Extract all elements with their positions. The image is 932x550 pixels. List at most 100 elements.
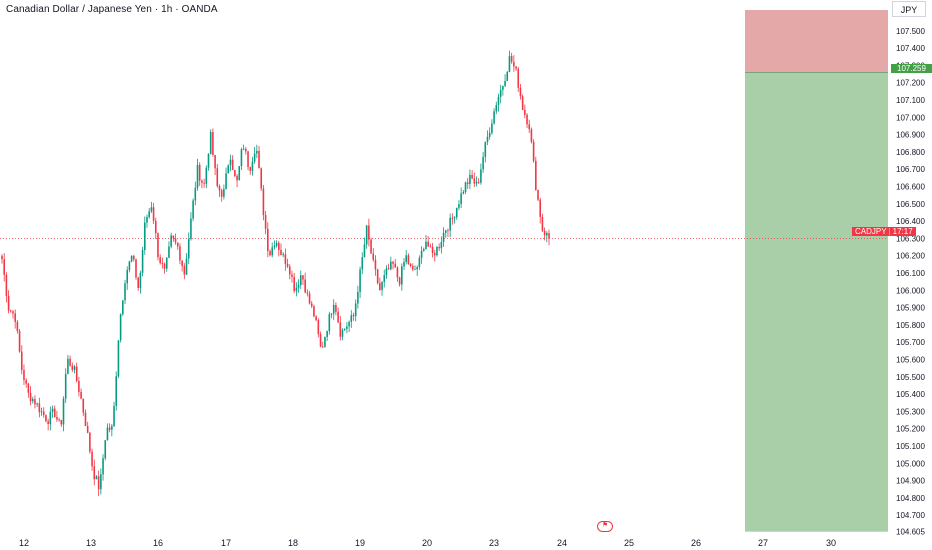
candle-body xyxy=(491,123,493,134)
price-tick-label: 107.100 xyxy=(896,96,925,105)
candle-body xyxy=(174,238,177,243)
countdown-label: 17:17 xyxy=(892,227,913,236)
time-tick-label: 18 xyxy=(288,538,298,548)
candle-body xyxy=(262,188,265,215)
candle-body xyxy=(251,161,254,171)
price-tick-label: 104.605 xyxy=(896,528,925,537)
candle-body xyxy=(543,230,546,236)
candle-body xyxy=(532,141,535,161)
candle-body xyxy=(286,263,289,267)
candle-body xyxy=(124,283,126,301)
candle-body xyxy=(293,276,295,292)
candle-body xyxy=(324,336,326,347)
candle-body xyxy=(143,222,146,251)
candle-body xyxy=(488,133,491,137)
candle-body xyxy=(113,405,115,427)
candle-body xyxy=(438,246,440,249)
candle-body xyxy=(328,314,331,332)
time-tick-label: 24 xyxy=(557,538,567,548)
candle-body xyxy=(418,257,421,268)
candle-body xyxy=(141,250,144,273)
candle-body xyxy=(111,426,113,430)
candle-body xyxy=(258,150,260,169)
candle-body xyxy=(1,255,3,260)
candle-body xyxy=(526,114,528,125)
candle-body xyxy=(89,432,91,452)
candle-body xyxy=(20,351,23,371)
candle-body xyxy=(161,263,164,264)
candle-body xyxy=(38,403,41,413)
price-tick-label: 104.800 xyxy=(896,494,925,503)
candle-body xyxy=(291,274,293,277)
candle-body xyxy=(519,87,522,97)
economic-event-icon[interactable]: ⚑ xyxy=(597,521,613,532)
candle-body xyxy=(330,313,333,315)
candle-body xyxy=(548,233,550,239)
time-tick-label: 13 xyxy=(86,538,96,548)
candle-body xyxy=(5,274,8,296)
candle-body xyxy=(480,169,482,183)
price-tick-label: 104.900 xyxy=(896,477,925,486)
candle-body xyxy=(348,321,350,327)
candle-body xyxy=(176,242,179,247)
candle-body xyxy=(357,292,359,304)
candle-body xyxy=(194,187,197,201)
candle-body xyxy=(482,156,484,170)
price-tick-label: 107.500 xyxy=(896,27,925,36)
candle-body xyxy=(383,275,386,282)
candle-body xyxy=(310,303,313,307)
candle-body xyxy=(36,403,38,405)
candle-body xyxy=(425,241,427,249)
candle-body xyxy=(234,170,236,176)
candle-body xyxy=(128,261,131,270)
candle-body xyxy=(284,254,287,264)
candle-body xyxy=(190,218,192,240)
price-tick-label: 104.700 xyxy=(896,511,925,520)
candle-body xyxy=(363,244,366,258)
candle-body xyxy=(414,269,416,271)
candle-body xyxy=(288,266,291,275)
chart-title: Canadian Dollar / Japanese Yen · 1h · OA… xyxy=(6,4,218,15)
candle-body xyxy=(451,217,454,219)
candle-body xyxy=(86,426,89,433)
candle-body xyxy=(321,346,324,348)
candle-body xyxy=(447,230,449,232)
position-zones xyxy=(0,10,888,532)
candle-body xyxy=(379,283,381,290)
candle-body xyxy=(78,380,80,392)
candle-body xyxy=(192,200,194,219)
price-axis: 107.500107.400107.300107.200107.100107.0… xyxy=(896,27,925,537)
time-axis: 12 13 16 17 18 19 20 23 24 25 26 27 30 xyxy=(19,538,836,548)
candle-body xyxy=(372,253,375,260)
currency-label[interactable]: JPY xyxy=(892,1,926,17)
candle-body xyxy=(361,257,364,270)
candle-body xyxy=(62,398,65,425)
candle-body xyxy=(137,277,140,289)
candle-body xyxy=(427,241,429,247)
candle-body xyxy=(170,235,172,247)
candle-body xyxy=(108,427,111,430)
candle-body xyxy=(453,217,456,219)
candle-body xyxy=(460,193,462,205)
stop-loss-zone xyxy=(745,10,888,73)
candle-body xyxy=(370,239,372,254)
candle-body xyxy=(236,175,238,181)
candle-body xyxy=(332,304,335,314)
last-price-tag: CADJPY | 17:17 xyxy=(852,227,916,236)
candle-body xyxy=(231,159,234,171)
time-tick-label: 17 xyxy=(221,538,231,548)
candle-body xyxy=(352,315,355,317)
candle-body xyxy=(493,111,495,124)
candle-body xyxy=(403,262,405,267)
candle-body xyxy=(444,230,447,233)
price-tick-label: 106.400 xyxy=(896,217,925,226)
candle-body xyxy=(100,474,102,490)
candle-body xyxy=(436,246,438,256)
price-tick-label: 105.700 xyxy=(896,338,925,347)
candle-body xyxy=(40,411,43,413)
price-tick-label: 107.000 xyxy=(896,113,925,122)
candle-body xyxy=(539,199,542,217)
candle-body xyxy=(49,411,52,425)
candle-body xyxy=(205,167,208,184)
